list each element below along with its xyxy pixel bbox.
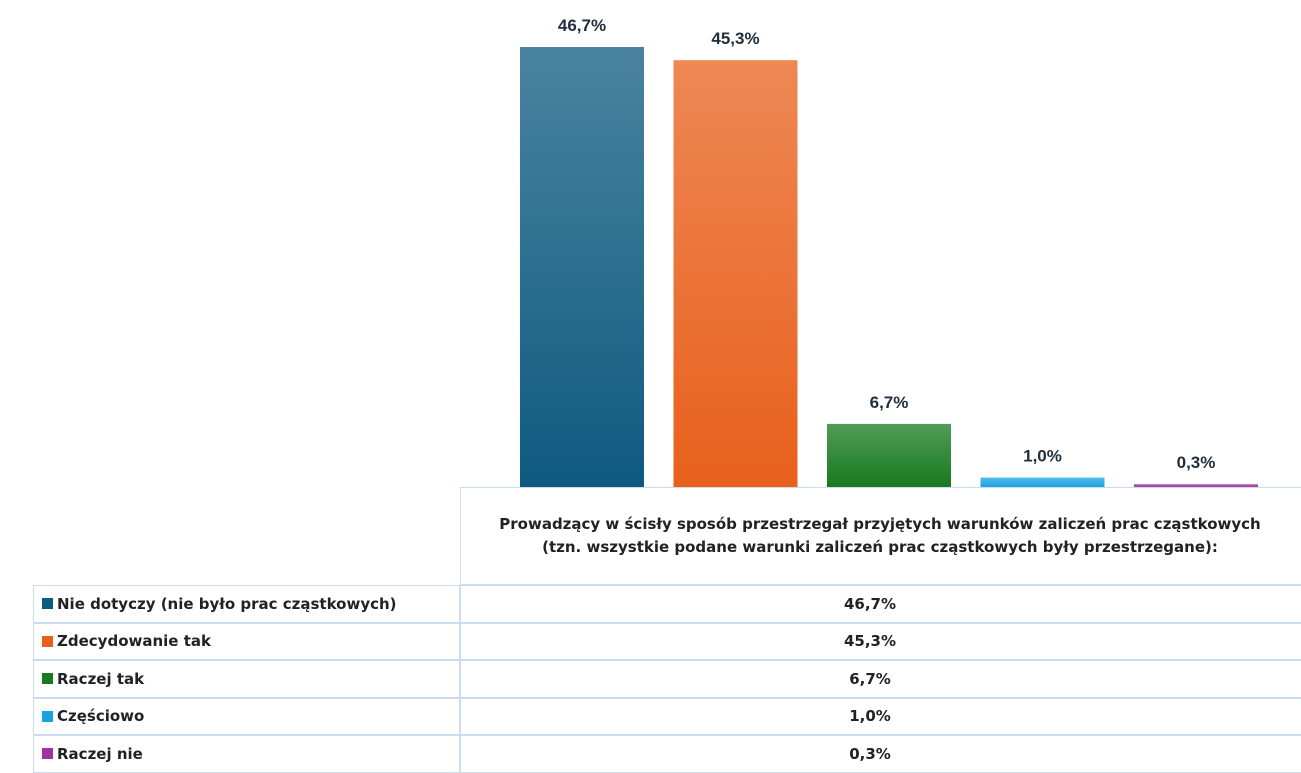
legend-label: Częściowo: [57, 707, 145, 726]
legend-entry: Zdecydowanie tak: [33, 622, 460, 660]
table-value: 45,3%: [460, 622, 1301, 660]
legend-entry: Częściowo: [33, 697, 460, 735]
bar: [1134, 484, 1258, 487]
bar: [827, 423, 951, 487]
legend-label: Nie dotyczy (nie było prac cząstkowych): [57, 594, 397, 613]
legend-swatch: [42, 598, 53, 610]
legend-label: Raczej nie: [57, 744, 143, 763]
legend-entry: Raczej nie: [33, 735, 460, 773]
legend-swatch: [42, 710, 53, 722]
bar: [673, 60, 798, 487]
data-label: 46,7%: [558, 16, 606, 35]
legend-label: Raczej tak: [57, 669, 145, 688]
legend-label: Zdecydowanie tak: [57, 632, 211, 651]
table-value: 1,0%: [460, 697, 1301, 735]
data-label: 0,3%: [1177, 453, 1216, 472]
table-value: 0,3%: [460, 735, 1301, 773]
legend-entry: Raczej tak: [33, 660, 460, 698]
data-label: 6,7%: [870, 393, 909, 412]
data-label: 1,0%: [1023, 447, 1062, 466]
legend-entry: Nie dotyczy (nie było prac cząstkowych): [33, 585, 460, 623]
bar: [520, 47, 644, 487]
table-value: 46,7%: [460, 585, 1301, 623]
legend-swatch: [42, 748, 53, 760]
category-label: Prowadzący w ścisły sposób przestrzegał …: [460, 487, 1301, 585]
legend-swatch: [42, 673, 53, 685]
legend-swatch: [42, 635, 53, 647]
bar: [980, 477, 1105, 487]
table-value: 6,7%: [460, 660, 1301, 698]
data-label: 45,3%: [711, 29, 759, 48]
